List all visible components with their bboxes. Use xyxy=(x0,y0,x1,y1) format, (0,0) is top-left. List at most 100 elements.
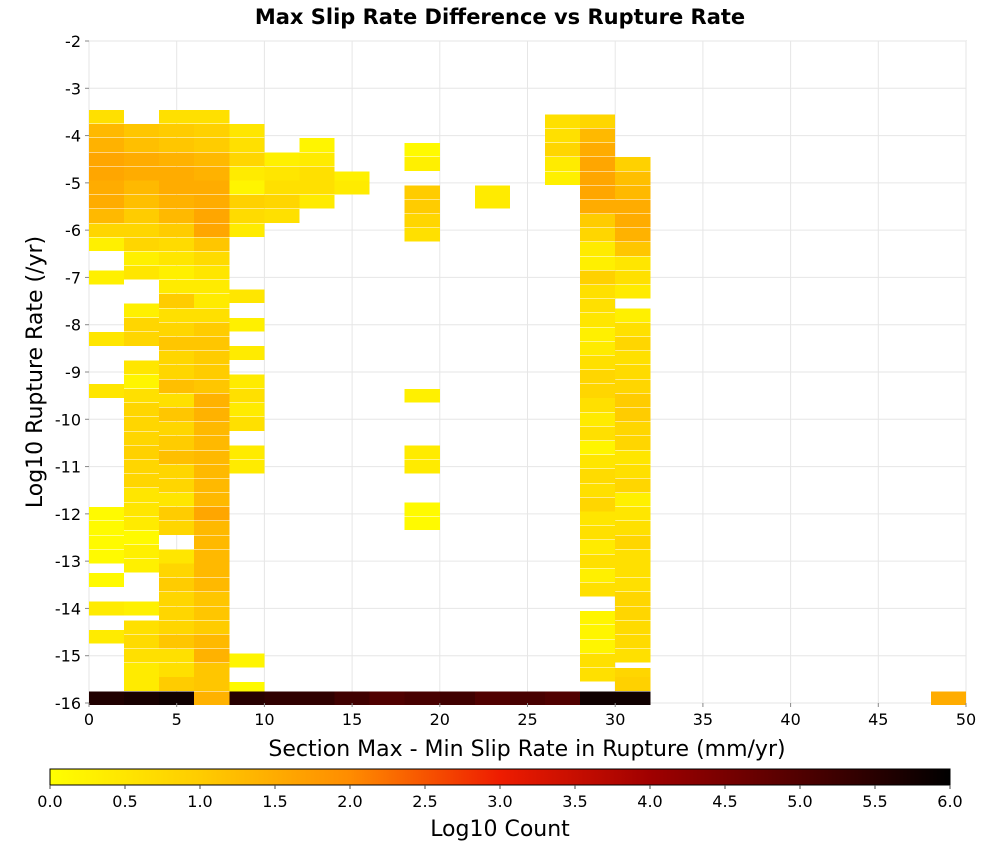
heatmap-cell xyxy=(615,648,651,663)
colorbar-tick-label: 2.0 xyxy=(337,792,362,811)
heatmap-cell xyxy=(194,393,230,408)
y-tick-label: -14 xyxy=(55,599,81,618)
heatmap-cell xyxy=(124,237,160,252)
x-tick-label: 25 xyxy=(517,710,537,729)
heatmap-cell xyxy=(89,549,125,564)
heatmap-cell xyxy=(194,322,230,337)
heatmap-cell xyxy=(124,431,160,446)
heatmap-cell xyxy=(404,199,440,214)
heatmap-cell xyxy=(159,663,195,677)
heatmap-cell xyxy=(615,677,651,691)
heatmap-cell xyxy=(229,388,265,403)
heatmap-cell xyxy=(229,691,265,706)
x-tick-label: 40 xyxy=(780,710,800,729)
heatmap-cell xyxy=(580,213,616,228)
heatmap-cell xyxy=(580,398,616,412)
heatmap-cell xyxy=(615,691,651,706)
heatmap-cell xyxy=(580,653,616,668)
heatmap-cell xyxy=(580,284,616,299)
y-tick-label: -4 xyxy=(65,127,81,146)
heatmap-cell xyxy=(580,142,616,157)
heatmap-cell xyxy=(159,223,195,237)
heatmap-cell xyxy=(229,374,265,389)
heatmap-cell xyxy=(159,365,195,379)
heatmap-cell xyxy=(615,407,651,422)
heatmap-cell xyxy=(194,663,230,677)
heatmap-cell xyxy=(580,313,616,327)
heatmap-cell xyxy=(124,663,160,677)
heatmap-cell xyxy=(194,251,230,266)
heatmap-cell xyxy=(299,194,335,209)
heatmap-cell xyxy=(159,677,195,691)
colorbar: 0.0 0.5 1.0 1.5 2.0 2.5 3.0 3.5 4.0 4.5 5.0 5.5 6.0 xyxy=(37,768,963,811)
heatmap-cell xyxy=(124,559,160,573)
heatmap-cell xyxy=(264,209,300,223)
heatmap-cell xyxy=(124,530,160,545)
heatmap-cell xyxy=(264,180,300,195)
heatmap-cell xyxy=(580,554,616,568)
heatmap-cell xyxy=(404,157,440,171)
heatmap-cell xyxy=(194,166,230,181)
heatmap-cell xyxy=(580,540,616,554)
heatmap-cell xyxy=(194,478,230,493)
heatmap-cell xyxy=(580,369,616,384)
heatmap-cell xyxy=(159,592,195,606)
heatmap-cell xyxy=(404,185,440,200)
heatmap-cell xyxy=(509,691,546,706)
colorbar-tick-label: 1.5 xyxy=(262,792,287,811)
heatmap-cell xyxy=(124,388,160,403)
heatmap-cell xyxy=(580,426,616,441)
heatmap-cell xyxy=(229,152,265,167)
heatmap-cell xyxy=(580,611,616,625)
heatmap-cell xyxy=(159,294,195,308)
heatmap-cell xyxy=(89,332,125,346)
y-tick-label: -16 xyxy=(55,694,81,713)
heatmap-cell xyxy=(264,166,300,181)
heatmap-cell xyxy=(124,152,160,167)
heatmap-cell xyxy=(580,691,616,706)
heatmap-cell xyxy=(580,384,616,398)
heatmap-cell xyxy=(194,450,230,464)
heatmap-cell xyxy=(229,209,265,223)
heatmap-cell xyxy=(580,454,616,469)
heatmap-cell xyxy=(615,478,651,493)
heatmap-cell xyxy=(229,459,265,474)
heatmap-cell xyxy=(615,350,651,365)
heatmap-cell xyxy=(159,407,195,422)
heatmap-cell xyxy=(615,284,651,299)
heatmap-cell xyxy=(194,180,230,195)
heatmap-cell xyxy=(124,180,160,195)
heatmap-cell xyxy=(124,194,160,209)
heatmap-cell xyxy=(159,478,195,493)
heatmap-cell xyxy=(580,185,616,200)
colorbar-tick-label: 5.0 xyxy=(787,792,812,811)
heatmap-cell xyxy=(124,459,160,474)
heatmap-cell xyxy=(124,516,160,531)
heatmap-cell xyxy=(229,194,265,209)
y-tick-label: -5 xyxy=(65,174,81,193)
heatmap-cell xyxy=(159,648,195,663)
heatmap-cell xyxy=(474,691,510,706)
heatmap-cell xyxy=(159,634,195,649)
colorbar-tick-label: 6.0 xyxy=(937,792,962,811)
x-tick-label: 15 xyxy=(342,710,362,729)
heatmap-cell xyxy=(615,171,651,185)
heatmap-cell xyxy=(404,142,440,157)
heatmap-cell xyxy=(89,209,125,223)
heatmap-cell xyxy=(159,521,195,535)
heatmap-cell xyxy=(580,355,616,370)
heatmap-cell xyxy=(159,265,195,280)
heatmap-cell xyxy=(124,166,160,181)
heatmap-cell xyxy=(89,573,125,587)
heatmap-cell xyxy=(580,114,616,129)
heatmap-cell xyxy=(124,417,160,431)
heatmap-cell xyxy=(159,450,195,464)
heatmap-cell xyxy=(194,350,230,365)
y-tick-label: -2 xyxy=(65,32,81,51)
x-axis-label: Section Max - Min Slip Rate in Rupture (… xyxy=(268,737,785,762)
heatmap-cell xyxy=(89,535,125,550)
heatmap-cell xyxy=(580,128,616,143)
heatmap-cell xyxy=(439,691,475,706)
heatmap-cell xyxy=(124,374,160,389)
